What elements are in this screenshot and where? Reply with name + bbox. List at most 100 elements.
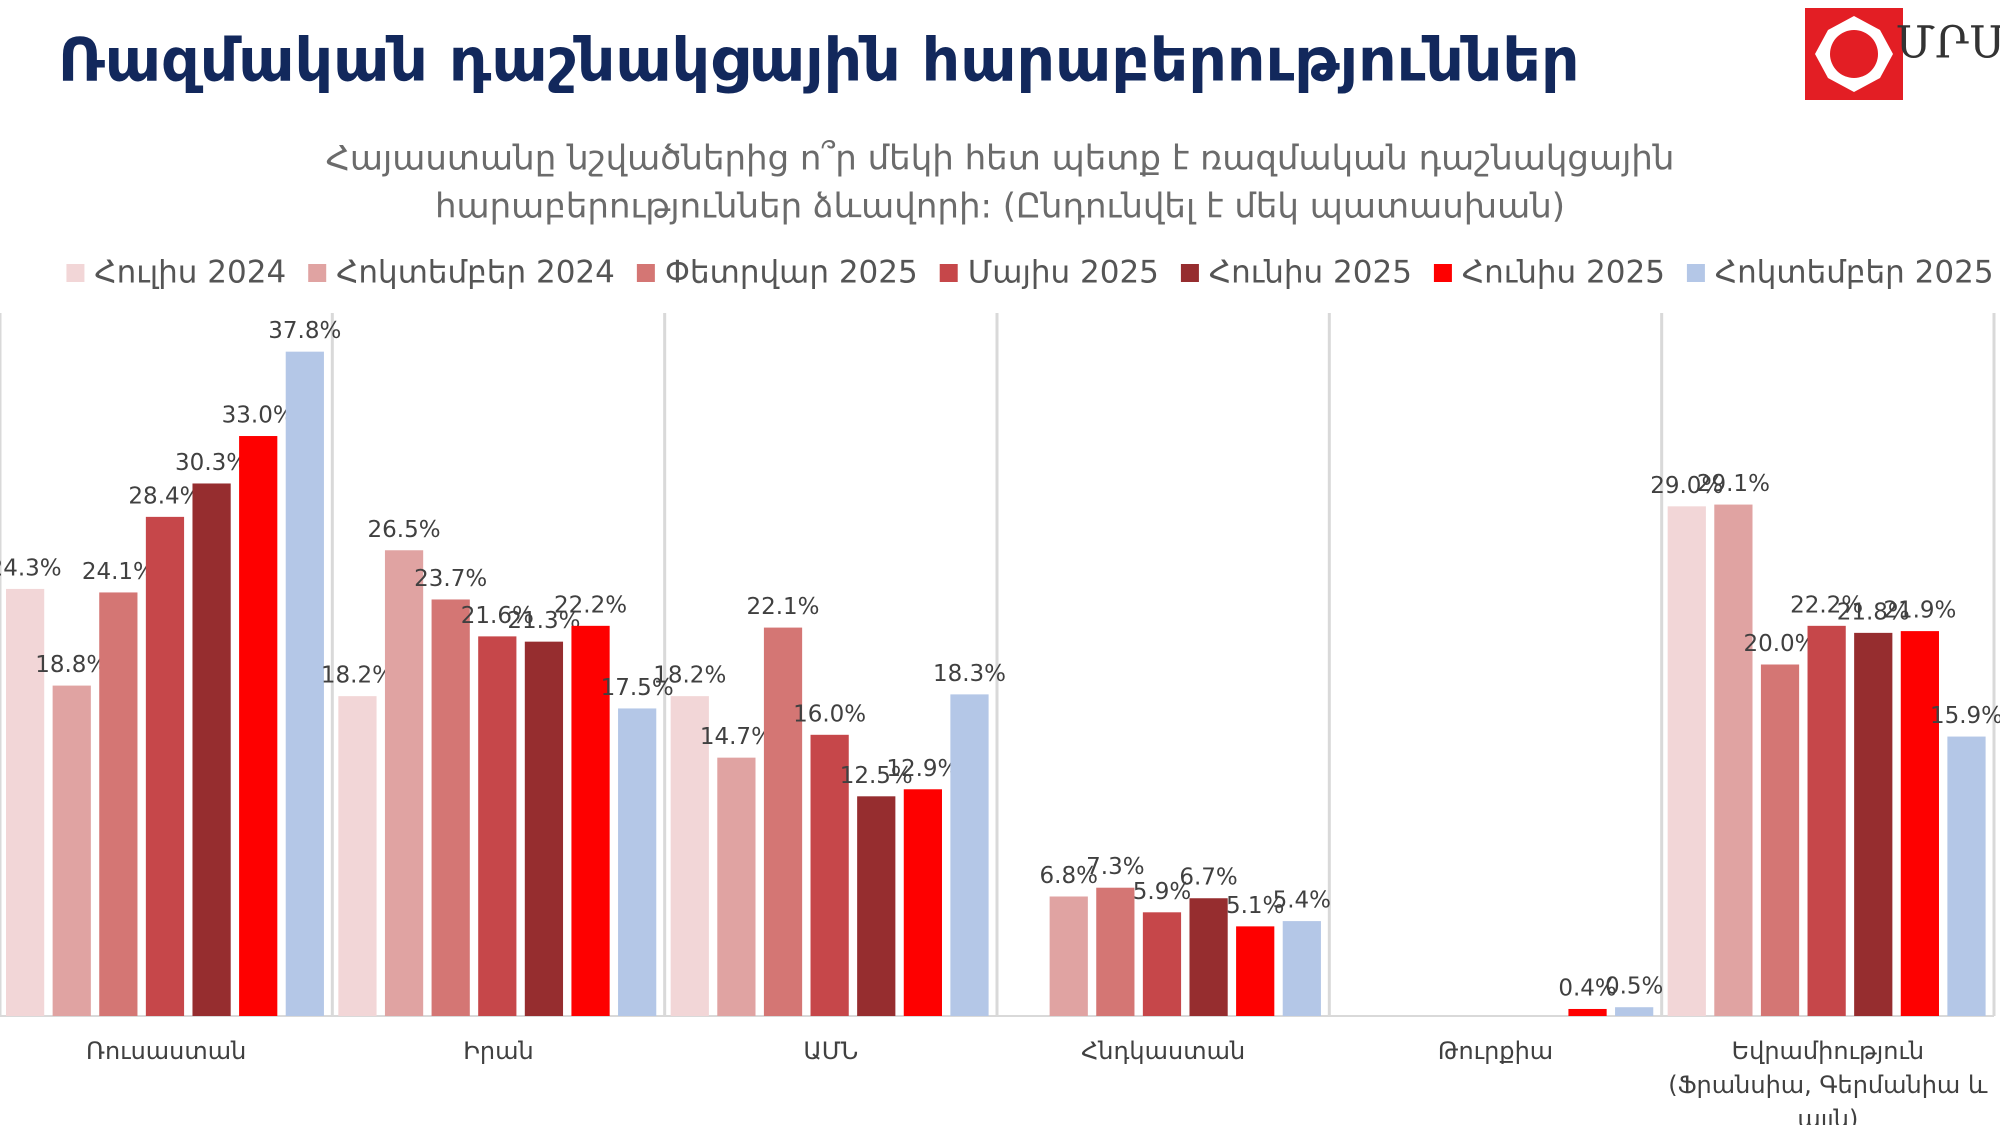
bar: [52, 685, 91, 1016]
bar: [1236, 926, 1275, 1016]
bar: [1667, 506, 1706, 1016]
value-label: 29.1%: [1697, 471, 1770, 497]
legend-swatch: [308, 264, 327, 282]
x-tick-label: Իրան: [463, 1037, 533, 1065]
value-label: 21.8%: [1837, 599, 1910, 625]
bar: [478, 636, 517, 1016]
value-label: 18.2%: [321, 663, 394, 689]
bar: [810, 734, 849, 1016]
logo-emblem: [1830, 30, 1878, 78]
bar: [1049, 896, 1088, 1016]
value-label: 21.9%: [1883, 598, 1956, 624]
legend-label: Հունիս 2025: [1209, 255, 1412, 291]
legend-swatch: [1433, 264, 1452, 282]
value-label: 15.9%: [1930, 703, 2000, 729]
subtitle: հարաբերություններ ձևավորի: (Ընդունվել է …: [435, 187, 1565, 227]
x-tick-label: Թուրքիա: [1438, 1037, 1553, 1065]
value-label: 18.8%: [35, 652, 108, 678]
value-label: 5.9%: [1133, 879, 1191, 905]
bar: [384, 550, 424, 1016]
value-label: 17.5%: [601, 675, 674, 701]
value-label: 22.1%: [746, 594, 819, 620]
bar: [618, 708, 657, 1016]
value-label: 5.1%: [1226, 893, 1284, 919]
legend-swatch: [1686, 264, 1705, 282]
value-label: 18.3%: [933, 661, 1006, 687]
logo-text: ՄՐՄ: [1895, 18, 2000, 69]
bar: [1142, 912, 1182, 1016]
value-label: 6.8%: [1040, 863, 1098, 889]
bar: [1900, 631, 1939, 1016]
legend-swatch: [66, 264, 85, 282]
value-label: 24.3%: [0, 555, 62, 581]
bar: [1854, 632, 1893, 1016]
bar: [1760, 664, 1800, 1016]
value-label: 28.4%: [128, 483, 201, 509]
value-label: 23.7%: [414, 566, 487, 592]
bar: [99, 592, 138, 1016]
bar: [145, 516, 185, 1016]
value-label: 18.2%: [653, 663, 726, 689]
bar: [903, 789, 942, 1016]
bar: [1568, 1008, 1607, 1016]
bar: [1096, 887, 1135, 1016]
legend-swatch: [939, 264, 958, 282]
bar: [239, 436, 278, 1016]
x-tick-label-line: Եվրամիություն: [1732, 1037, 1925, 1065]
value-label: 30.3%: [175, 450, 248, 476]
value-label: 20.0%: [1743, 631, 1816, 657]
bar: [285, 351, 324, 1016]
x-tick-label-line: այլն): [1797, 1105, 1858, 1125]
value-label: 0.5%: [1605, 974, 1663, 1000]
bar: [6, 588, 45, 1016]
value-label: 37.8%: [268, 318, 341, 344]
x-tick-label-line: (Ֆրանսիա, Գերմանիա և: [1668, 1071, 1988, 1099]
value-label: 12.9%: [886, 756, 959, 782]
legend-swatch: [636, 264, 655, 282]
bar: [431, 599, 470, 1016]
legend: Հուլիս 2024 Հոկտեմբեր 2024 Փետրվար 2025 Մայ…: [66, 255, 1994, 291]
legend-label: Փետրվար 2025: [665, 255, 918, 291]
x-tick-label: Ռուսաստան: [86, 1037, 246, 1065]
bar: [338, 696, 377, 1016]
value-label: 22.2%: [554, 592, 627, 618]
value-label: 22.2%: [1790, 592, 1863, 618]
bar: [571, 625, 610, 1016]
logo: ՄՐՄ: [1805, 8, 2000, 100]
bar: [857, 796, 896, 1016]
value-label: 24.1%: [82, 559, 155, 585]
legend-swatch: [1180, 264, 1199, 282]
legend-label: Հոկտեմբեր 2025: [1715, 255, 1994, 291]
bar: [1189, 898, 1228, 1016]
value-label: 14.7%: [700, 724, 773, 750]
bar: [763, 627, 803, 1016]
value-label: 33.0%: [222, 403, 295, 429]
bar: [1807, 625, 1846, 1016]
bar: [524, 641, 564, 1016]
legend-label: Հունիս 2025: [1462, 255, 1665, 291]
x-tick-label: Հնդկաստան: [1081, 1037, 1245, 1065]
bar: [1947, 736, 1986, 1016]
value-label: 6.7%: [1179, 865, 1237, 891]
legend-label: Հուլիս 2024: [94, 255, 286, 291]
value-label: 29.0%: [1650, 473, 1723, 499]
bar: [192, 483, 231, 1016]
value-label: 5.4%: [1273, 888, 1331, 914]
value-label: 12.5%: [840, 763, 913, 789]
bar: [1615, 1007, 1654, 1016]
value-label: 21.6%: [461, 603, 534, 629]
value-label: 0.4%: [1558, 975, 1616, 1001]
subtitle: Հայաստանը նշվածներից ո՞ր մեկի հետ պետք է…: [326, 139, 1675, 179]
chart-title: Ռազմական դաշնակցային հարաբերություններ: [58, 26, 1580, 96]
bar: [670, 696, 709, 1016]
value-label: 21.3%: [507, 608, 580, 634]
x-tick-label: Եվրամիություն (Ֆրանսիա, Գերմանիա և այլն): [1668, 1037, 1988, 1125]
value-label: 26.5%: [368, 517, 441, 543]
bar: [1282, 921, 1321, 1016]
bar: [950, 694, 989, 1016]
legend-label: Հոկտեմբեր 2024: [336, 255, 615, 291]
bar: [717, 757, 756, 1016]
x-tick-label: ԱՄՆ: [803, 1037, 858, 1065]
